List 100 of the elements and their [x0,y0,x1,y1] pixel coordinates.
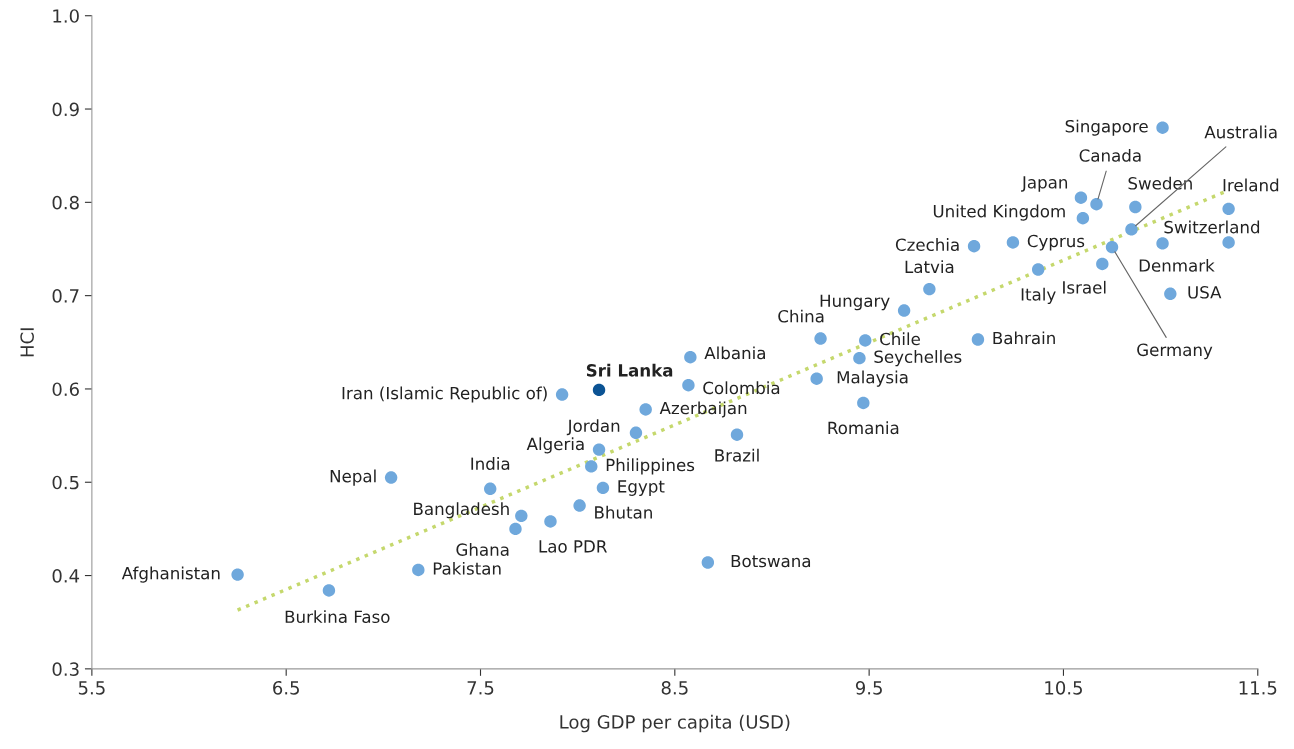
series-label: Czechia [895,238,959,252]
point [1074,191,1088,204]
point [1156,121,1169,134]
y-axis-title: HCI [20,328,34,357]
series-label: Singapore [1065,119,1148,136]
point [1090,197,1103,211]
point [1006,236,1020,249]
point [384,471,398,484]
point [629,426,643,440]
x-axis-title: Log GDP per capita (USD) [560,714,790,733]
y-tick-label: 0.7 [52,289,79,303]
series-label: Italy [1021,287,1056,304]
series-label: Denmark [1139,258,1215,272]
point [1164,287,1177,300]
series-label: Latvia [905,260,954,274]
series-label: Bhutan [595,505,652,519]
point [684,351,697,364]
point [1031,263,1045,276]
point [1156,237,1169,250]
series-label: Afghanistan [121,566,220,583]
point [592,383,606,397]
series-label: Cyprus [1027,234,1085,251]
series-label: India [471,457,510,471]
y-tick-label: 0.8 [52,195,79,210]
point [682,379,695,392]
series-label: Sri Lanka [586,363,673,377]
series-label: Algeria [526,437,584,454]
series-label: Ghana [456,543,509,556]
y-tick-label: 0.4 [52,569,80,583]
point [1105,240,1119,254]
series-label: Brazil [715,448,759,462]
series-label: Chile [880,332,920,346]
series-label: Bahrain [993,331,1055,345]
text: Australia [1204,125,1277,139]
series-label: Hungary [820,294,890,311]
point [814,332,827,345]
point [971,333,985,346]
y-tick-label: 0.9 [52,102,79,117]
series-label: Albania [704,346,765,360]
series-label: Nepal [330,469,376,486]
point [592,443,606,456]
series-label: Ireland [1223,178,1279,192]
point [897,304,911,317]
point [555,388,569,401]
series-label: United Kingdom [933,204,1065,221]
series-label: Japan [1021,176,1068,192]
y-tick-label: 0.6 [52,382,79,397]
y-tick-label: 0.3 [52,662,79,676]
point [701,556,715,569]
point [810,372,823,385]
x-tick-label: 8.5 [661,680,688,695]
point [639,403,652,416]
x-tick-label: 7.5 [467,681,494,695]
series-label: Botswana [731,554,811,568]
point [1125,223,1138,236]
series-label: Seychelles [874,350,962,367]
series-label: China [778,309,824,323]
series-label: Malaysia [837,370,908,387]
text: Canada [1079,148,1141,162]
series-label: Iran (Islamic Republic of) [342,386,547,403]
series-label: Pakistan [433,561,501,575]
series-label: USA [1188,286,1222,299]
series-label: Jordan [566,419,620,436]
point [1222,202,1235,216]
point [412,563,425,577]
point [322,584,336,597]
point [1096,257,1109,271]
point [923,282,936,296]
x-tick-label: 6.5 [273,680,299,695]
x-tick-label: 11.5 [1239,681,1277,695]
point [853,351,866,365]
series-label: Romania [828,421,899,435]
point [573,499,586,512]
point [1129,200,1142,214]
series-label: Lao PDR [539,540,607,553]
point [596,481,610,495]
series-label: Bangladesh [414,502,509,519]
series-label: Philippines [606,458,695,475]
y-tick-label: 0.5 [52,475,79,490]
x-tick-label: 10.5 [1045,680,1082,695]
point [231,568,244,581]
point [509,522,522,536]
point [484,482,497,495]
point [1076,211,1090,225]
point [857,396,870,410]
point [859,334,872,347]
y-tick-label: 1.0 [53,9,79,23]
series-label: Colombia [703,381,780,395]
x-tick-label: 9.5 [855,680,882,695]
series-label: Burkina Faso [285,610,390,624]
series-label: Switzerland [1164,220,1260,234]
point [1222,236,1235,249]
point [544,515,557,528]
point [967,239,981,253]
x-tick-label: 5.5 [78,681,105,695]
point [730,428,744,441]
text: Germany [1137,343,1213,360]
series-label: Egypt [618,480,665,496]
point [585,460,598,473]
series-label: Israel [1063,280,1106,294]
